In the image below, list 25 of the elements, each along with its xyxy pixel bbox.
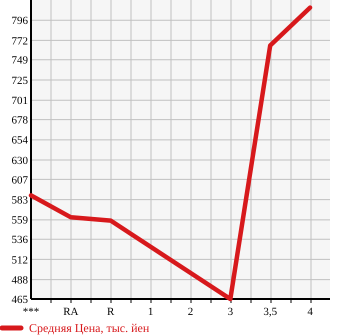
y-tick-label: 488 [12,274,28,286]
x-tick-label: R [107,306,116,318]
x-tick-label: RA [63,306,79,318]
x-tick-label: 1 [148,306,154,318]
y-tick-label: 654 [12,134,28,147]
y-tick-label: 536 [12,234,28,246]
x-tick-label: 2 [188,306,194,318]
y-tick-label: 796 [12,15,28,28]
y-tick-label: 630 [12,154,28,167]
x-tick-label: 3,5 [263,306,278,318]
y-tick-label: 583 [12,194,28,206]
line-series [28,5,312,302]
y-tick-label: 607 [12,174,28,186]
y-tick-label: 749 [12,54,28,67]
y-tick-label: 559 [12,214,28,227]
y-tick-label: 465 [12,294,28,306]
x-tick-label: 3 [228,306,234,318]
y-tick-label: 678 [12,114,28,126]
x-tick-label: 4 [307,306,314,318]
y-tick-label: 772 [12,35,28,48]
x-tick-label: *** [22,306,40,318]
y-tick-label: 725 [12,74,28,87]
legend-label: Средняя Цена, тыс. йен [29,321,150,335]
y-tick-label: 512 [12,254,28,266]
y-tick-label: 701 [12,95,28,108]
